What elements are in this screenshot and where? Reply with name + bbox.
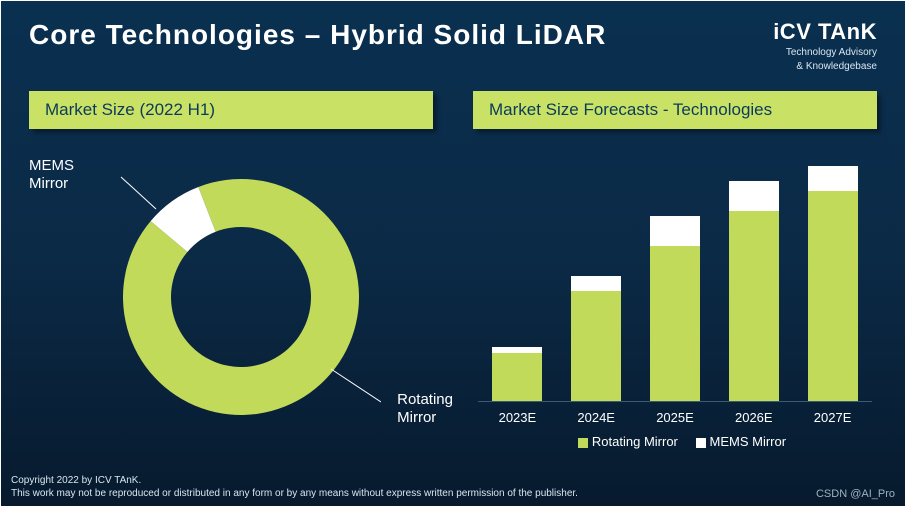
bar-group-2027E: [808, 166, 858, 401]
legend-swatch-mems: [696, 438, 706, 448]
xaxis-label: 2026E: [735, 410, 773, 425]
xaxis-label: 2024E: [577, 410, 615, 425]
xaxis-label: 2027E: [814, 410, 852, 425]
bar-legend: Rotating Mirror MEMS Mirror: [473, 434, 877, 449]
right-column: Market Size Forecasts - Technologies 202…: [473, 91, 877, 457]
footer: Copyright 2022 by ICV TAnK. This work ma…: [11, 475, 895, 500]
brand-name: iCV TAnK: [773, 19, 877, 45]
disclaimer: This work may not be reproduced or distr…: [11, 488, 578, 501]
bar-chart: 2023E 2024E 2025E 2026E 2027E Rotating Mirro…: [473, 147, 877, 457]
bar-seg-mems-mirror: [729, 181, 779, 211]
donut-chart: MEMSMirror RotatingMirror: [29, 147, 433, 457]
leader-line-mems: [121, 177, 156, 209]
bar-xaxis: 2023E 2024E 2025E 2026E 2027E: [478, 410, 872, 425]
donut-label-mems: MEMSMirror: [29, 157, 74, 193]
page-title: Core Technologies – Hybrid Solid LiDAR: [29, 19, 606, 51]
xaxis-label: 2023E: [499, 410, 537, 425]
brand-block: iCV TAnK Technology Advisory & Knowledge…: [773, 19, 877, 73]
donut-label-rotating: RotatingMirror: [397, 391, 453, 427]
bar-seg-rotating-mirror: [650, 246, 700, 401]
footer-left: Copyright 2022 by ICV TAnK. This work ma…: [11, 475, 578, 500]
bar-seg-rotating-mirror: [571, 291, 621, 401]
bar-group-2024E: [571, 276, 621, 401]
xaxis-label: 2025E: [656, 410, 694, 425]
watermark: CSDN @AI_Pro: [816, 488, 895, 500]
donut-svg: [81, 147, 381, 427]
content-columns: Market Size (2022 H1) MEMSMirror Rotatin…: [1, 83, 905, 457]
bar-area: [478, 167, 872, 402]
legend-label-rotating: Rotating Mirror: [592, 434, 678, 449]
left-column: Market Size (2022 H1) MEMSMirror Rotatin…: [29, 91, 433, 457]
copyright: Copyright 2022 by ICV TAnK.: [11, 475, 578, 488]
leader-line-rotating: [331, 369, 381, 402]
bar-group-2023E: [492, 347, 542, 401]
legend-label-mems: MEMS Mirror: [710, 434, 787, 449]
bar-seg-rotating-mirror: [729, 211, 779, 401]
brand-subtitle-1: Technology Advisory: [773, 47, 877, 59]
bar-seg-rotating-mirror: [808, 191, 858, 401]
legend-swatch-rotating: [578, 438, 588, 448]
bar-group-2026E: [729, 181, 779, 401]
left-section-label: Market Size (2022 H1): [29, 91, 433, 129]
brand-subtitle-2: & Knowledgebase: [773, 61, 877, 73]
bar-seg-mems-mirror: [650, 216, 700, 246]
header: Core Technologies – Hybrid Solid LiDAR i…: [1, 1, 905, 83]
bar-seg-rotating-mirror: [492, 353, 542, 401]
right-section-label: Market Size Forecasts - Technologies: [473, 91, 877, 129]
bar-group-2025E: [650, 216, 700, 401]
bar-seg-mems-mirror: [571, 276, 621, 291]
bar-seg-mems-mirror: [808, 166, 858, 191]
